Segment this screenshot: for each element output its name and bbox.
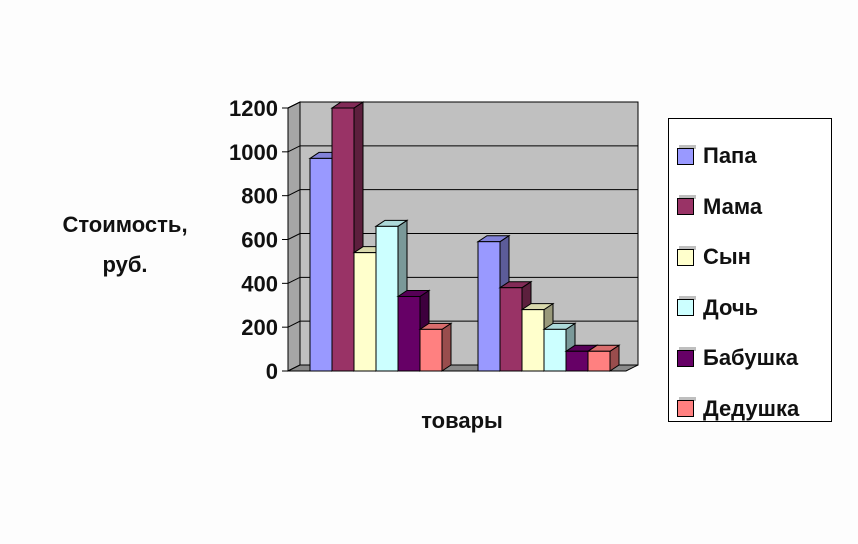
legend-item: Папа <box>669 131 831 182</box>
bar <box>477 241 501 372</box>
y-tick-label: 1000 <box>229 140 278 165</box>
y-tick-label: 400 <box>241 271 278 296</box>
y-tick-label: 1200 <box>229 96 278 121</box>
y-axis-label: Стоимость, руб. <box>30 205 220 285</box>
bar <box>375 225 399 372</box>
bar <box>587 350 611 372</box>
bar <box>499 287 523 372</box>
legend-swatch <box>677 245 696 266</box>
legend-item: Дочь <box>669 283 831 334</box>
gridline <box>287 233 638 240</box>
legend-swatch <box>677 346 696 367</box>
bar <box>397 295 421 372</box>
legend-item: Дедушка <box>669 384 831 435</box>
gridline <box>287 101 638 109</box>
gridline <box>287 145 638 153</box>
bar <box>353 252 377 372</box>
legend-label: Дочь <box>703 294 759 320</box>
legend-item: Бабушка <box>669 333 831 384</box>
bar <box>419 328 443 372</box>
legend-swatch <box>677 397 696 418</box>
bar <box>521 309 545 372</box>
bar <box>543 328 567 372</box>
bar <box>331 107 355 372</box>
y-tick-label: 200 <box>241 315 278 340</box>
legend-label: Мама <box>703 193 763 219</box>
legend-label: Сын <box>703 244 751 270</box>
x-axis-label: товары <box>421 408 503 433</box>
legend-swatch <box>677 296 696 317</box>
bar <box>309 157 333 372</box>
legend-label: Папа <box>703 143 757 169</box>
legend-label: Дедушка <box>703 395 800 421</box>
legend: Папа Мама Сын Дочь Бабушка Дедушка <box>668 118 832 422</box>
bar <box>565 350 589 372</box>
y-axis-label-line-1: Стоимость, <box>62 212 188 237</box>
y-tick-label: 600 <box>241 228 278 253</box>
legend-item: Сын <box>669 232 831 283</box>
legend-label: Бабушка <box>703 345 799 371</box>
bar-side <box>441 322 452 372</box>
y-axis-label-line-2: руб. <box>102 252 148 277</box>
gridline <box>287 276 638 284</box>
legend-swatch <box>677 144 696 165</box>
legend-swatch <box>677 195 696 216</box>
gridline <box>287 189 638 197</box>
y-tick-label: 800 <box>241 184 278 209</box>
legend-item: Мама <box>669 182 831 233</box>
y-tick-label: 0 <box>266 359 278 384</box>
